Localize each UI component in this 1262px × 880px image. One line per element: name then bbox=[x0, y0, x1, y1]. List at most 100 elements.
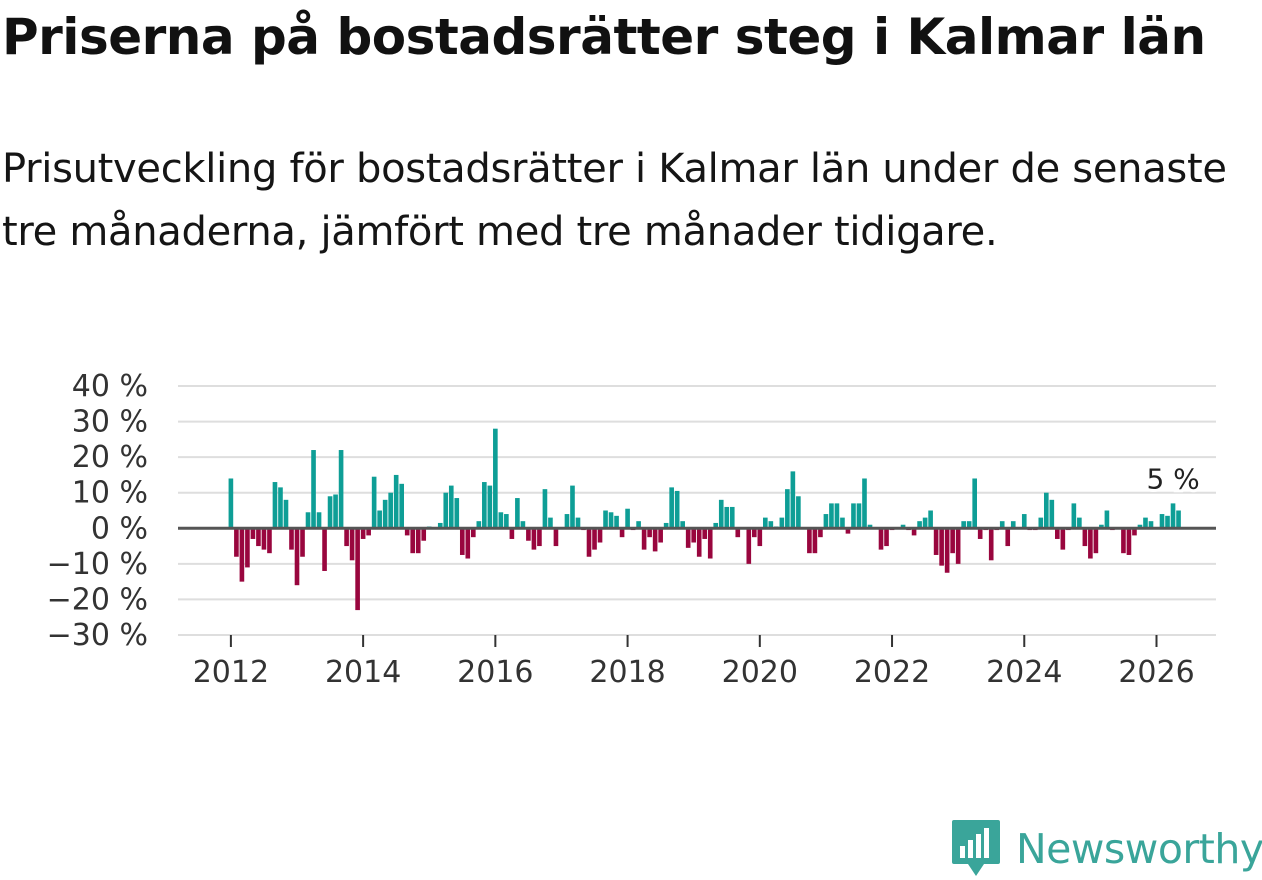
bar bbox=[619, 528, 625, 538]
bar bbox=[663, 522, 669, 529]
bar bbox=[608, 512, 614, 529]
bar bbox=[399, 483, 405, 529]
bar bbox=[1121, 528, 1126, 554]
bar bbox=[316, 512, 322, 529]
bar bbox=[867, 524, 873, 529]
bar bbox=[1165, 515, 1170, 529]
y-tick-label: −20 % bbox=[47, 582, 148, 617]
bar bbox=[493, 428, 498, 529]
bar bbox=[757, 528, 763, 547]
bar bbox=[509, 528, 515, 539]
bar bbox=[1055, 528, 1060, 539]
bar bbox=[790, 471, 796, 529]
bar bbox=[900, 524, 906, 529]
bar bbox=[371, 476, 377, 529]
bar bbox=[768, 521, 774, 529]
x-tick-label: 2022 bbox=[854, 655, 930, 690]
y-tick-label: 30 % bbox=[72, 405, 148, 440]
bar bbox=[1010, 521, 1016, 529]
bar bbox=[603, 510, 608, 529]
x-tick-label: 2026 bbox=[1118, 655, 1194, 690]
bar bbox=[360, 528, 366, 539]
y-tick-label: 20 % bbox=[72, 440, 148, 475]
bar bbox=[289, 528, 294, 550]
bar bbox=[845, 528, 851, 534]
bar bbox=[1049, 499, 1055, 529]
bar bbox=[851, 503, 856, 529]
bar bbox=[531, 528, 537, 550]
bar bbox=[779, 517, 785, 529]
bar bbox=[1176, 510, 1181, 529]
bar bbox=[537, 528, 542, 547]
y-tick-label: 40 % bbox=[72, 369, 148, 404]
bar bbox=[344, 528, 349, 547]
bar bbox=[553, 528, 559, 547]
bar bbox=[636, 521, 641, 529]
bar bbox=[443, 492, 449, 529]
bar bbox=[680, 521, 685, 529]
bar bbox=[735, 528, 741, 538]
bar bbox=[911, 528, 917, 536]
bar bbox=[526, 528, 531, 541]
bar bbox=[834, 503, 840, 529]
bar bbox=[261, 528, 267, 550]
bar bbox=[404, 528, 410, 536]
bar bbox=[955, 528, 961, 564]
bar bbox=[470, 528, 476, 538]
bar bbox=[465, 528, 471, 559]
bar bbox=[520, 521, 526, 529]
bar bbox=[459, 528, 465, 555]
bar bbox=[1159, 514, 1165, 529]
bar bbox=[366, 528, 371, 536]
bar bbox=[393, 474, 399, 529]
bar bbox=[1077, 517, 1082, 529]
bar bbox=[812, 528, 818, 554]
bar bbox=[1137, 524, 1143, 529]
bar bbox=[785, 489, 790, 529]
bar bbox=[988, 528, 994, 561]
newsworthy-logo-icon bbox=[952, 820, 1000, 876]
bar bbox=[415, 528, 421, 554]
bar bbox=[338, 450, 344, 529]
bar bbox=[1060, 528, 1066, 550]
latest-value-label: 5 % bbox=[1146, 463, 1199, 496]
bar bbox=[878, 528, 884, 550]
bar bbox=[283, 499, 289, 529]
bar bbox=[729, 506, 735, 529]
bar bbox=[718, 499, 724, 529]
bar bbox=[950, 528, 955, 554]
bar bbox=[586, 528, 592, 557]
bar bbox=[884, 528, 889, 547]
bar bbox=[311, 450, 316, 529]
bar bbox=[294, 528, 300, 586]
bar bbox=[410, 528, 416, 554]
bar bbox=[922, 517, 928, 529]
bar bbox=[856, 503, 862, 529]
page-title: Priserna på bostadsrätter steg i Kalmar … bbox=[2, 8, 1206, 66]
x-tick-label: 2016 bbox=[457, 655, 533, 690]
bar bbox=[300, 528, 305, 557]
bar bbox=[1082, 528, 1088, 547]
bar bbox=[592, 528, 597, 550]
bar bbox=[961, 521, 966, 529]
bar bbox=[658, 528, 663, 543]
bar bbox=[256, 528, 261, 547]
bar bbox=[1088, 528, 1093, 559]
bar bbox=[713, 522, 719, 529]
bar bbox=[1143, 517, 1148, 529]
bar bbox=[327, 496, 333, 529]
x-tick-label: 2014 bbox=[325, 655, 401, 690]
bar bbox=[647, 528, 652, 538]
bar bbox=[724, 506, 730, 529]
bar bbox=[239, 528, 245, 582]
bar bbox=[840, 517, 845, 529]
bar bbox=[1021, 514, 1027, 529]
bar bbox=[966, 521, 972, 529]
bar bbox=[1093, 528, 1099, 554]
bar bbox=[1005, 528, 1011, 547]
bar bbox=[228, 478, 234, 529]
bar bbox=[437, 522, 443, 529]
bar bbox=[349, 528, 355, 561]
bar bbox=[515, 498, 520, 529]
bar bbox=[487, 485, 493, 529]
